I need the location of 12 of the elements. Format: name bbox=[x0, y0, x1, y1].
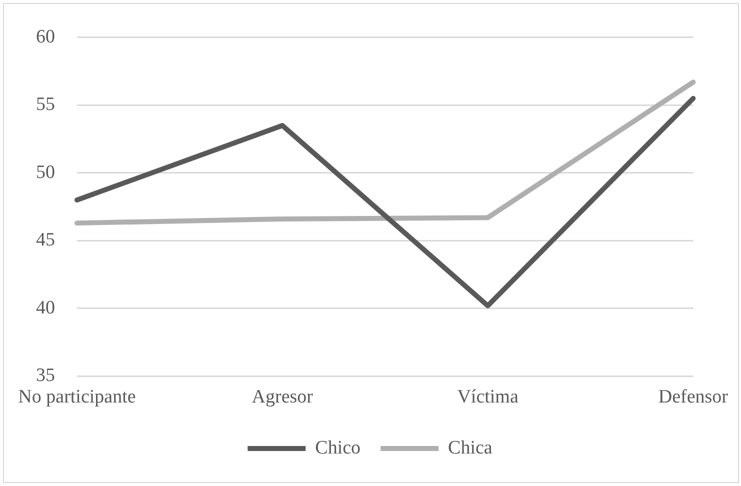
legend-label: Chico bbox=[315, 437, 361, 458]
x-tick-label: No participante bbox=[18, 386, 136, 408]
y-tick-label: 60 bbox=[36, 26, 55, 48]
y-tick-label: 35 bbox=[36, 365, 55, 386]
x-tick-label: Víctima bbox=[457, 386, 519, 408]
x-tick-label: Defensor bbox=[658, 386, 729, 408]
y-tick-label: 40 bbox=[36, 297, 55, 318]
x-tick-label: Agresor bbox=[252, 386, 314, 408]
y-tick-label: 45 bbox=[36, 230, 55, 251]
y-tick-label: 50 bbox=[36, 162, 55, 183]
y-tick-label: 55 bbox=[36, 94, 55, 116]
legend-label: Chica bbox=[448, 437, 493, 458]
